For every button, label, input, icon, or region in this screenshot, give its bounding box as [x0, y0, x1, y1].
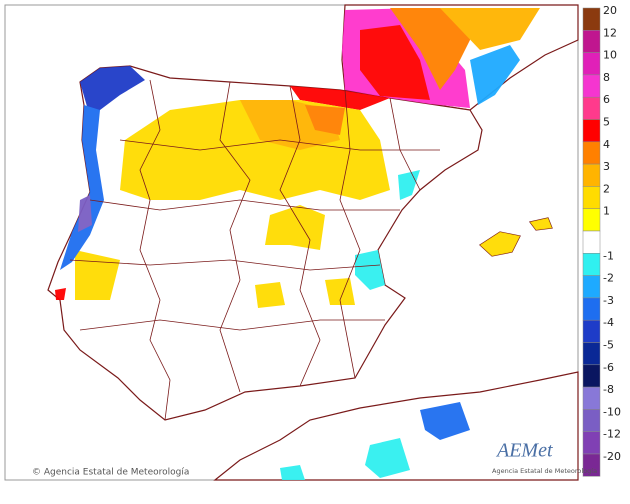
legend-swatch [582, 253, 601, 276]
legend-swatch [582, 319, 601, 343]
legend-label: -12 [603, 428, 621, 441]
legend-label: 10 [603, 49, 617, 62]
legend-swatch [582, 186, 601, 209]
logo-name: AEMet [495, 440, 553, 462]
legend-swatch [582, 386, 601, 410]
legend-label: 4 [603, 138, 610, 151]
legend: 20 12 10 8 6 5 4 3 2 1 -1 -2 -3 -4 -5 -6 -8 -10 -12 -20 [582, 4, 621, 477]
legend-label: 3 [603, 160, 610, 173]
legend-swatch [582, 96, 601, 120]
credit: © Agencia Estatal de Meteorología [32, 468, 189, 478]
legend-label: -2 [603, 272, 614, 285]
anomaly-areas [55, 8, 552, 480]
legend-label: -1 [603, 249, 614, 262]
legend-swatch [582, 409, 601, 432]
legend-label: -10 [603, 405, 621, 418]
legend-label: 6 [603, 93, 610, 106]
legend-swatch [582, 163, 601, 187]
legend-swatch [582, 208, 601, 232]
legend-swatch [582, 52, 601, 76]
legend-swatch [582, 119, 601, 143]
legend-swatch [582, 74, 601, 98]
legend-label: 2 [603, 182, 610, 195]
legend-swatch [582, 141, 601, 165]
legend-label: -8 [603, 383, 614, 396]
legend-swatch [582, 453, 601, 477]
legend-label: -5 [603, 339, 614, 352]
legend-swatch [582, 364, 601, 388]
legend-label: 8 [603, 71, 610, 84]
legend-gap [582, 230, 601, 254]
legend-swatch [582, 342, 601, 366]
legend-swatch [582, 431, 601, 455]
legend-label: -3 [603, 294, 614, 307]
logo-subtitle: Agencia Estatal de Meteorología [492, 467, 597, 475]
legend-label: 5 [603, 116, 610, 129]
legend-swatch [582, 30, 601, 53]
legend-swatch [582, 297, 601, 321]
province-borders [69, 79, 440, 421]
legend-label: -4 [603, 316, 614, 329]
legend-label: 20 [603, 4, 617, 17]
legend-label: 12 [603, 26, 617, 39]
legend-swatch [582, 275, 601, 299]
legend-label: -6 [603, 361, 614, 374]
legend-label: 1 [603, 205, 610, 218]
legend-label: -20 [603, 450, 621, 463]
legend-swatch [582, 7, 601, 31]
